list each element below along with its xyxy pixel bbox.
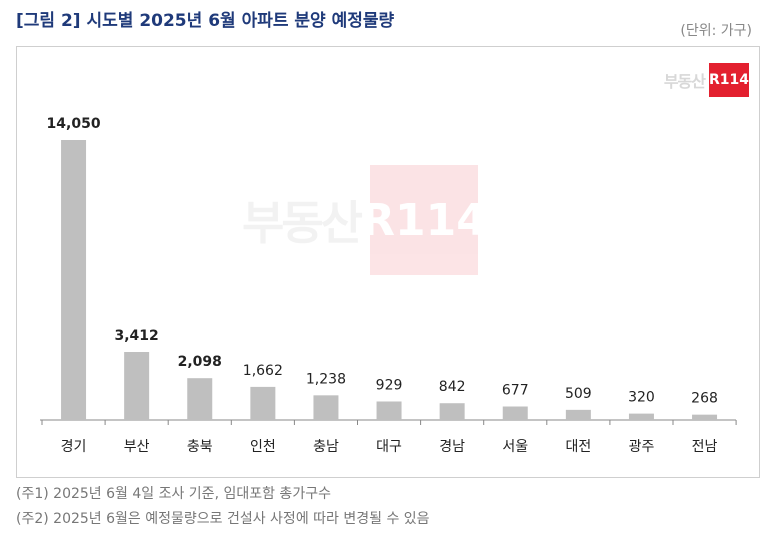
category-label-광주: 광주 [629, 439, 655, 455]
data-label-경기: 14,050 [47, 116, 101, 132]
category-label-경남: 경남 [439, 439, 465, 455]
footnotes: (주1) 2025년 6월 4일 조사 기준, 임대포함 총가구수 (주2) 2… [16, 482, 430, 532]
category-label-충남: 충남 [313, 439, 339, 455]
category-label-부산: 부산 [124, 439, 150, 455]
bar-대구 [376, 401, 402, 420]
bar-경남 [439, 403, 465, 420]
bar-부산 [124, 352, 150, 420]
bar-서울 [502, 406, 528, 420]
data-label-부산: 3,412 [115, 328, 159, 344]
data-label-인천: 1,662 [243, 363, 283, 379]
data-label-대구: 929 [376, 377, 403, 393]
watermark-text: 부동산 [242, 196, 363, 250]
category-label-인천: 인천 [250, 439, 276, 455]
bar-광주 [628, 413, 654, 420]
category-label-대전: 대전 [565, 439, 591, 455]
chart-title: [그림 2] 시도별 2025년 6월 아파트 분양 예정물량 [16, 11, 395, 31]
bar-경기 [61, 140, 87, 420]
category-label-서울: 서울 [502, 439, 528, 455]
watermark: 부동산 R114 [242, 165, 487, 275]
data-label-충북: 2,098 [178, 354, 222, 370]
category-label-대구: 대구 [376, 439, 402, 455]
data-label-서울: 677 [502, 383, 529, 399]
category-label-충북: 충북 [187, 439, 213, 455]
data-label-대전: 509 [565, 386, 592, 402]
category-label-경기: 경기 [61, 439, 87, 455]
data-label-충남: 1,238 [306, 371, 346, 387]
data-label-경남: 842 [439, 379, 466, 395]
brand-logo: 부동산 R114 [664, 63, 749, 97]
watermark-badge: R114 [361, 165, 487, 275]
footnote-2: (주2) 2025년 6월은 예정물량으로 건설사 사정에 따라 변경될 수 있… [16, 511, 430, 527]
data-label-전남: 268 [691, 391, 718, 407]
bar-대전 [565, 409, 591, 420]
footnote-1: (주1) 2025년 6월 4일 조사 기준, 임대포함 총가구수 [16, 486, 331, 502]
bar-전남 [692, 414, 718, 420]
category-label-전남: 전남 [692, 439, 718, 455]
logo-badge: R114 [709, 63, 749, 97]
logo-text: 부동산 [663, 72, 706, 91]
bar-충남 [313, 395, 339, 420]
bar-인천 [250, 386, 276, 420]
data-label-광주: 320 [628, 390, 655, 406]
bar-충북 [187, 378, 213, 420]
unit-label: (단위: 가구) [680, 23, 752, 39]
